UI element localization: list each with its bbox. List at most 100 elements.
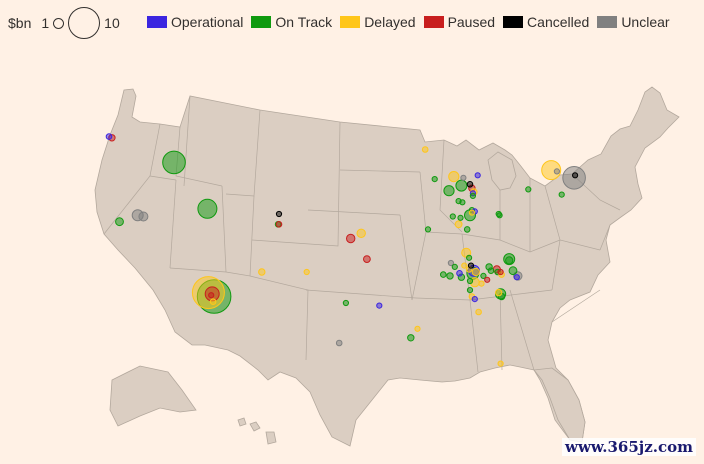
project-bubble-on-track [451,263,458,270]
state-border-line [149,175,177,181]
project-bubble-on-track [115,217,124,227]
project-bubble-operational [376,302,383,309]
project-bubble-on-track [162,150,186,175]
legend-swatch-paused [423,16,444,28]
project-bubble-delayed [495,288,503,297]
project-bubble-on-track [466,254,473,261]
state-border-line [551,289,601,323]
legend-swatch-on-track [251,16,272,28]
project-bubble-delayed [478,280,485,287]
legend-swatch-operational [147,16,167,28]
state-border-line [461,233,561,253]
legend-item-on-track: On Track [251,14,332,30]
legend-item-paused: Paused [423,14,495,30]
project-bubble-paused [497,268,504,276]
legend-item-cancelled: Cancelled [503,14,589,30]
state-border-line [439,139,463,233]
size-min-label: 1 [41,15,50,31]
state-border-line [551,239,561,291]
project-bubble-paused [275,221,283,228]
state-border-line [169,179,177,269]
project-bubble-on-track [197,198,218,219]
size-unit-label: $bn [8,15,32,31]
legend-item-delayed: Delayed [340,14,416,30]
project-bubble-paused [363,255,371,264]
project-bubble-delayed [209,298,217,306]
project-bubble-delayed [356,228,366,239]
state-border-line [305,289,417,299]
project-bubble-on-track [446,272,454,280]
project-bubble-on-track [463,226,471,233]
legend-label-delayed: Delayed [364,14,416,30]
project-bubble-cancelled [466,181,474,188]
project-bubble-on-track [459,199,466,206]
project-bubble-on-track [487,267,495,275]
project-bubble-unclear [460,174,467,181]
project-bubble-on-track [440,271,447,278]
alaska-shape [109,365,197,427]
legend-swatch-cancelled [503,16,524,28]
project-bubble-paused [208,292,215,299]
state-border-line [469,299,479,373]
state-border-line [307,209,401,216]
michigan-shape [487,151,517,191]
size-legend: $bn 1 10 [8,7,120,39]
state-border-line [599,224,611,251]
project-bubble-cancelled [275,210,283,218]
project-bubble-operational [471,296,478,303]
florida-shape [533,367,586,443]
project-bubble-delayed [258,268,266,276]
state-border-line [499,289,503,371]
project-bubble-delayed [541,160,562,181]
project-bubble-on-track [469,192,476,199]
project-bubble-paused [484,276,491,283]
project-bubble-on-track [407,334,415,342]
legend-label-on-track: On Track [275,14,333,30]
project-bubble-operational [474,172,481,179]
project-bubble-on-track [449,213,456,220]
project-bubble-unclear [447,259,454,267]
project-bubble-operational [456,270,463,277]
project-bubble-on-track [455,179,468,192]
project-bubble-delayed [468,209,475,216]
project-bubbles [105,133,586,367]
project-bubble-on-track [466,277,474,285]
state-border-line [169,267,227,273]
state-border-line [399,214,413,301]
project-bubble-delayed [497,360,504,367]
project-bubble-on-track [495,210,502,218]
project-bubble-cancelled [467,262,475,269]
project-bubble-on-track [525,186,532,193]
project-bubble-unclear [335,339,343,347]
project-bubble-delayed [461,262,468,269]
project-bubble-on-track [466,287,474,294]
project-bubble-delayed [475,308,482,316]
project-bubble-on-track [505,256,514,265]
state-border-line [339,169,421,173]
legend-label-cancelled: Cancelled [527,14,590,30]
project-bubble-on-track [558,191,565,198]
project-bubble-paused [346,233,356,244]
legend-label-operational: Operational [171,14,244,30]
project-bubble-delayed [454,220,463,229]
project-bubble-on-track [443,185,455,197]
state-border-line [509,289,535,371]
project-bubble-on-track [342,299,349,307]
size-min-circle [53,17,65,29]
project-bubble-delayed [421,146,429,153]
project-bubble-cancelled [572,172,579,179]
project-bubble-delayed [303,268,310,276]
state-border-line [469,289,553,301]
project-bubble-on-track [508,266,518,276]
project-bubble-unclear [138,211,149,222]
project-bubble-operational [513,274,520,281]
land-layer [94,86,680,447]
legend-item-unclear: Unclear [597,14,670,30]
state-border-line [411,231,427,301]
project-bubble-on-track [457,214,464,221]
status-legend: Operational On Track Delayed Paused Canc… [147,14,670,30]
legend-label-unclear: Unclear [621,14,670,30]
project-bubble-delayed [471,267,480,277]
state-border-line [175,126,223,187]
